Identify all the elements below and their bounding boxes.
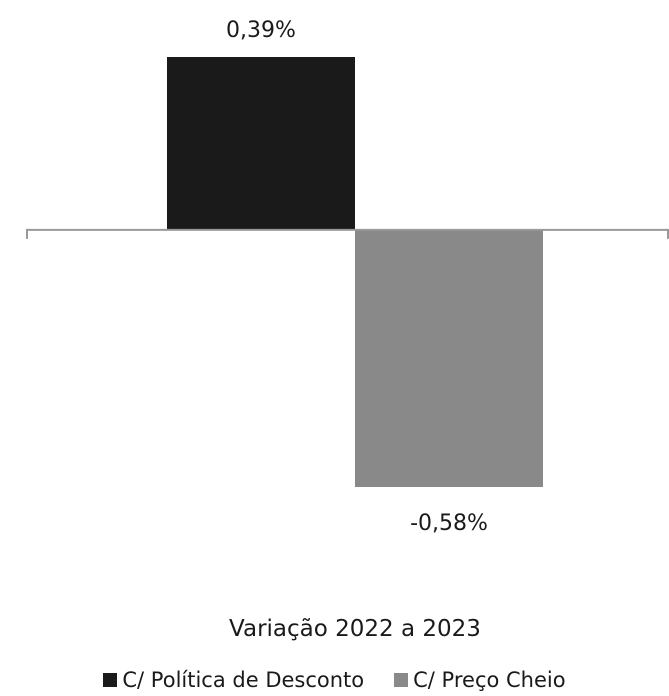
data-label-preco-cheio: -0,58% (410, 511, 488, 536)
legend-label-politica-desconto: C/ Política de Desconto (122, 668, 365, 692)
data-label-politica-desconto: 0,39% (226, 18, 296, 43)
legend-item-preco-cheio: C/ Preço Cheio (394, 668, 566, 692)
legend-item-politica-desconto: C/ Política de Desconto (103, 668, 364, 692)
legend: C/ Política de Desconto C/ Preço Cheio (0, 668, 669, 692)
legend-label-preco-cheio: C/ Preço Cheio (413, 668, 566, 692)
x-category-label: Variação 2022 a 2023 (229, 616, 481, 642)
bar-preco-cheio (355, 229, 543, 487)
chart-area: 0,39% -0,58% Variação 2022 a 2023 (26, 18, 669, 642)
bar-politica-desconto (167, 57, 355, 230)
legend-swatch-politica-desconto (103, 673, 118, 687)
legend-swatch-preco-cheio (394, 673, 409, 687)
